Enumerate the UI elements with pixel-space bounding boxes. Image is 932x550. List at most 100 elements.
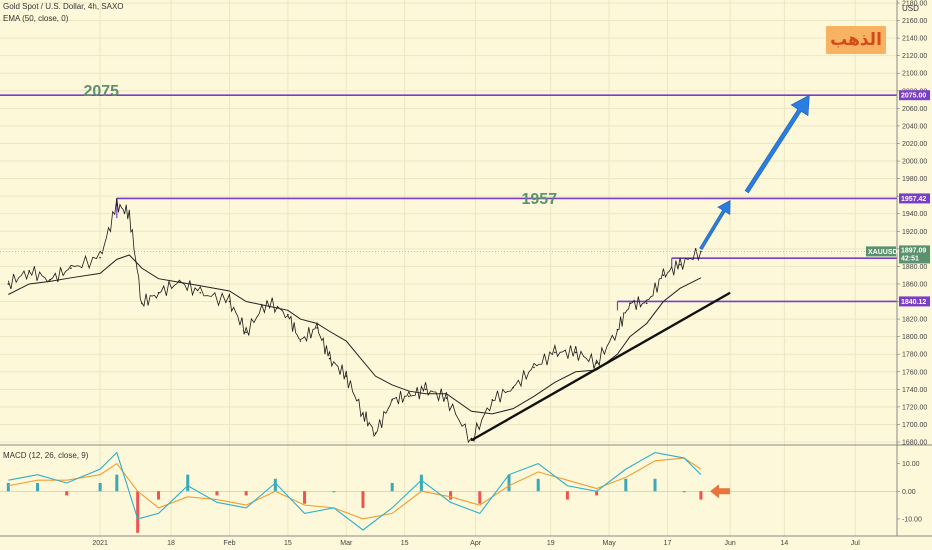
price-point bbox=[28, 269, 31, 272]
y-tick-label: 1680.00 bbox=[902, 440, 927, 447]
y-tick-label: 1820.00 bbox=[902, 317, 927, 324]
macd-histogram-bar bbox=[136, 491, 140, 533]
price-point bbox=[266, 300, 268, 303]
price-point bbox=[345, 375, 348, 377]
macd-y-tick-label: -10.00 bbox=[902, 516, 922, 523]
x-tick-label: 15 bbox=[401, 540, 409, 547]
macd-label: MACD (12, 26, close, 9) bbox=[3, 451, 89, 460]
price-point bbox=[49, 278, 51, 281]
y-tick-label: 1920.00 bbox=[902, 229, 927, 236]
price-point bbox=[574, 351, 577, 354]
price-point bbox=[391, 399, 393, 401]
macd-histogram-bar bbox=[361, 491, 365, 508]
x-tick-label: 18 bbox=[167, 540, 175, 547]
arabic-title-badge: الذهب bbox=[826, 26, 886, 54]
current-price-value: 1897.09 bbox=[901, 247, 926, 254]
macd-signal-line bbox=[8, 457, 702, 520]
x-tick-label: Feb bbox=[223, 540, 235, 547]
macd-histogram-bar bbox=[449, 491, 453, 500]
y-tick-label: 1800.00 bbox=[902, 334, 927, 341]
macd-histogram-bar bbox=[682, 491, 686, 493]
macd-histogram-bar bbox=[273, 478, 277, 492]
macd-histogram-bar bbox=[303, 491, 307, 504]
macd-histogram-bar bbox=[624, 478, 628, 492]
x-tick-label: Apr bbox=[470, 540, 482, 547]
price-point bbox=[554, 351, 556, 354]
macd-histogram-bar bbox=[595, 491, 599, 496]
y-tick-label: 1760.00 bbox=[902, 369, 927, 376]
ema-label: EMA (50, close, 0) bbox=[3, 14, 69, 23]
macd-histogram-bar bbox=[565, 491, 569, 500]
price-point bbox=[629, 302, 631, 305]
price-point bbox=[199, 291, 202, 294]
projection-arrow bbox=[744, 94, 810, 194]
price-point bbox=[700, 250, 702, 253]
symbol-tag-text: XAUUSD bbox=[868, 249, 898, 256]
level-price-tag-text: 1840.12 bbox=[901, 299, 926, 306]
y-tick-label: 2160.00 bbox=[902, 18, 927, 25]
y-tick-label: 1940.00 bbox=[902, 211, 927, 218]
x-tick-label: Mar bbox=[340, 540, 353, 547]
macd-histogram-bar bbox=[157, 491, 161, 500]
macd-histogram-bar bbox=[98, 482, 102, 492]
y-tick-label: 2040.00 bbox=[902, 123, 927, 130]
price-point bbox=[287, 313, 289, 316]
y-tick-label: 1780.00 bbox=[902, 352, 927, 359]
macd-y-tick-label: 10.00 bbox=[902, 461, 920, 468]
price-point bbox=[7, 283, 10, 285]
price-point bbox=[662, 274, 665, 276]
price-point bbox=[512, 386, 514, 389]
price-line bbox=[7, 197, 702, 444]
price-point bbox=[533, 366, 535, 369]
price-point bbox=[99, 256, 101, 259]
x-tick-label: 14 bbox=[780, 540, 788, 547]
macd-histogram-bar bbox=[332, 491, 336, 493]
price-point bbox=[362, 413, 364, 415]
x-tick-label: 17 bbox=[664, 540, 672, 547]
price-point bbox=[408, 395, 410, 398]
price-point bbox=[245, 331, 247, 334]
y-tick-label: 1980.00 bbox=[902, 176, 927, 183]
price-point bbox=[424, 388, 427, 391]
level-label-1957: 1957 bbox=[522, 191, 558, 208]
price-point bbox=[616, 328, 619, 331]
price-point bbox=[491, 399, 494, 401]
y-tick-label: 2100.00 bbox=[902, 71, 927, 78]
level-price-tag bbox=[899, 296, 930, 307]
level-price-tag bbox=[899, 193, 930, 204]
x-tick-label: 15 bbox=[284, 540, 292, 547]
y-tick-label: 2140.00 bbox=[902, 36, 927, 43]
price-point bbox=[116, 204, 118, 206]
macd-histogram-bar bbox=[244, 491, 248, 496]
y-tick-label: 1720.00 bbox=[902, 404, 927, 411]
current-price-tag bbox=[899, 245, 930, 264]
price-point bbox=[374, 432, 377, 435]
level-price-tag-text: 2075.00 bbox=[901, 93, 926, 100]
macd-histogram-bar bbox=[653, 478, 657, 492]
price-point bbox=[157, 291, 160, 294]
y-tick-label: 1700.00 bbox=[902, 422, 927, 429]
macd-histogram-bar bbox=[507, 474, 511, 492]
macd-histogram-bar bbox=[36, 482, 40, 492]
macd-line bbox=[8, 451, 702, 531]
price-point bbox=[128, 212, 131, 215]
x-tick-label: 19 bbox=[547, 540, 555, 547]
y-tick-label: 2000.00 bbox=[902, 159, 927, 166]
x-tick-label: Jun bbox=[724, 540, 735, 547]
level-price-tag bbox=[899, 90, 930, 101]
y-tick-label: 2020.00 bbox=[902, 141, 927, 148]
macd-histogram-bar bbox=[215, 491, 219, 496]
price-point bbox=[70, 267, 72, 269]
y-tick-label: 1880.00 bbox=[902, 264, 927, 271]
macd-y-tick-label: 0.00 bbox=[902, 489, 916, 496]
macd-histogram-bar bbox=[186, 474, 190, 492]
x-tick-label: Jul bbox=[851, 540, 860, 547]
price-point bbox=[328, 357, 331, 360]
symbol-tag bbox=[866, 246, 896, 257]
y-tick-label: 1860.00 bbox=[902, 281, 927, 288]
macd-histogram-bar bbox=[390, 482, 394, 492]
trendline bbox=[470, 291, 731, 442]
macd-histogram-bar bbox=[536, 478, 540, 492]
